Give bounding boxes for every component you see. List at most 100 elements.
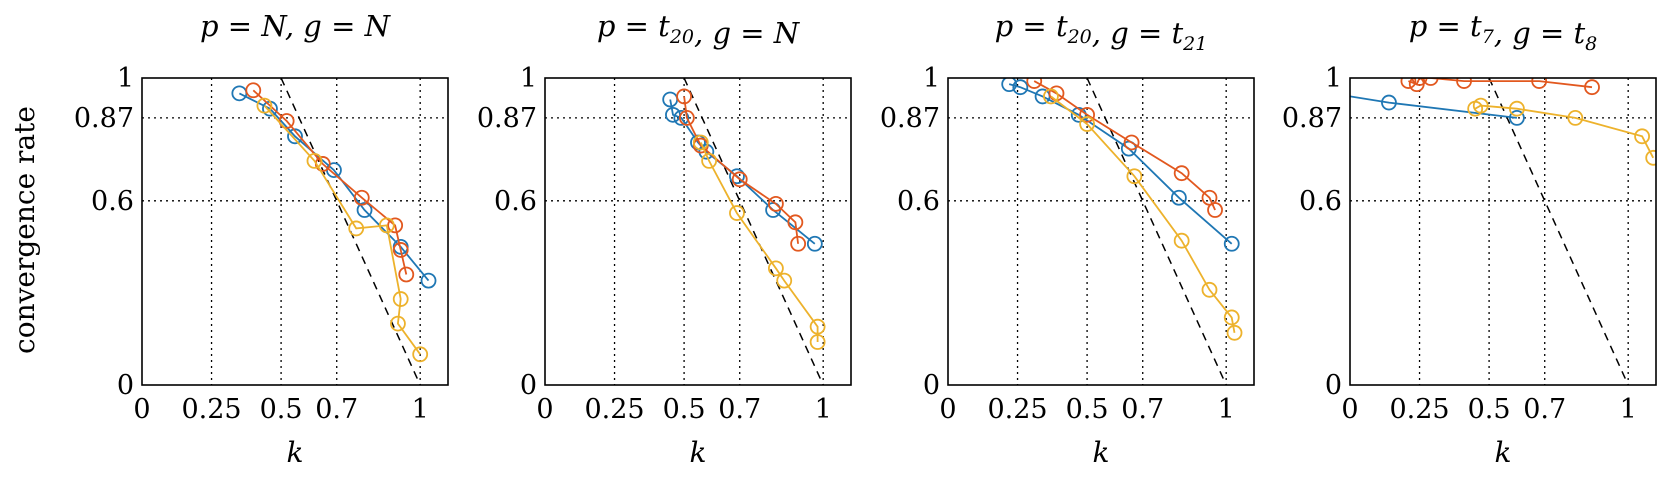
series-line-blue bbox=[1350, 95, 1518, 119]
series-red bbox=[1400, 78, 1600, 96]
data-point-yellow bbox=[1472, 97, 1489, 114]
x-tick-label: 0 bbox=[133, 394, 150, 425]
series-yellow bbox=[692, 134, 826, 350]
x-tick-label: 0.7 bbox=[315, 394, 358, 425]
data-point-blue bbox=[1012, 79, 1029, 96]
series-line-red bbox=[683, 96, 799, 244]
data-point-red bbox=[1400, 78, 1417, 89]
x-tick-label: 0.5 bbox=[663, 394, 706, 425]
data-point-blue bbox=[1509, 110, 1525, 126]
y-tick-label: 0.87 bbox=[880, 103, 940, 134]
data-point-yellow bbox=[1223, 309, 1240, 326]
y-tick-label: 0.6 bbox=[1299, 186, 1342, 217]
data-point-blue bbox=[1001, 78, 1018, 93]
x-tick-label: 1 bbox=[412, 394, 429, 425]
data-point-blue bbox=[1381, 94, 1397, 111]
series-blue bbox=[231, 85, 437, 289]
data-point-yellow bbox=[306, 152, 323, 169]
data-point-red bbox=[676, 88, 692, 105]
x-axis-label: k bbox=[690, 436, 707, 469]
y-tick-label: 1 bbox=[1325, 63, 1342, 94]
data-point-yellow bbox=[729, 205, 745, 221]
data-point-red bbox=[1123, 134, 1140, 151]
data-point-red bbox=[387, 217, 404, 234]
y-tick-label: 1 bbox=[117, 63, 134, 94]
data-point-red bbox=[731, 171, 748, 188]
data-point-red bbox=[1531, 78, 1548, 89]
data-point-red bbox=[353, 189, 370, 206]
data-point-yellow bbox=[701, 152, 718, 169]
data-point-blue bbox=[806, 235, 823, 252]
x-tick-label: 0.25 bbox=[584, 394, 644, 425]
data-point-yellow bbox=[1126, 168, 1143, 185]
chart-title: p = t20, g = t21 bbox=[995, 9, 1208, 55]
series-line-yellow bbox=[1050, 95, 1236, 333]
data-point-yellow bbox=[1173, 232, 1190, 249]
chart-panel-2: p = t20, g = N 0 0.25 0.5 0.7 1 0 0.6 0.87 1 k bbox=[477, 9, 852, 469]
series-line-blue bbox=[238, 92, 430, 282]
chart-panel-3: p = t20, g = t21 0 0.25 0.5 0.7 1 0 0.6 0.87 1 k bbox=[880, 9, 1255, 469]
data-point-yellow bbox=[1509, 100, 1525, 117]
data-point-red bbox=[392, 242, 409, 258]
x-tick-label: 0.7 bbox=[718, 394, 761, 425]
data-point-yellow bbox=[256, 97, 273, 114]
data-point-yellow bbox=[348, 220, 365, 237]
x-tick-label: 0 bbox=[1341, 394, 1358, 425]
y-tick-label: 0 bbox=[117, 370, 134, 401]
x-tick-label: 0.25 bbox=[987, 394, 1047, 425]
data-point-red bbox=[1411, 78, 1428, 86]
x-tick-label: 0.7 bbox=[1523, 394, 1566, 425]
series-red bbox=[245, 82, 415, 283]
series-red bbox=[676, 88, 807, 252]
data-point-blue bbox=[356, 202, 373, 218]
series-line-red bbox=[252, 89, 408, 275]
data-point-yellow bbox=[1079, 116, 1095, 132]
data-point-red bbox=[1422, 78, 1439, 86]
series-yellow bbox=[256, 97, 429, 363]
chart-panel-4: p = t7, g = t8 0 0.25 0.5 0.7 1 0 0.6 0.87 1 k bbox=[1282, 9, 1657, 469]
data-point-red bbox=[245, 82, 262, 99]
data-point-red bbox=[1584, 79, 1600, 96]
y-tick-label: 0.6 bbox=[897, 186, 940, 217]
data-point-red bbox=[1173, 165, 1190, 182]
x-tick-label: 1 bbox=[815, 394, 832, 425]
data-point-red bbox=[1207, 202, 1223, 218]
data-point-red bbox=[398, 266, 415, 283]
plot-frame bbox=[947, 77, 1255, 386]
chart-title: p = N, g = N bbox=[200, 9, 392, 43]
y-tick-label: 0.87 bbox=[1282, 103, 1342, 134]
x-tick-label: 0.25 bbox=[181, 394, 241, 425]
data-point-yellow bbox=[1567, 110, 1584, 126]
y-tick-label: 0.6 bbox=[91, 186, 134, 217]
data-point-blue bbox=[673, 110, 690, 126]
data-point-red bbox=[278, 113, 295, 129]
data-point-blue bbox=[231, 85, 248, 102]
y-tick-label: 0 bbox=[520, 370, 537, 401]
series-line-blue bbox=[1008, 83, 1233, 245]
data-point-yellow bbox=[776, 272, 793, 289]
x-tick-label: 1 bbox=[1218, 394, 1235, 425]
series-line-yellow bbox=[263, 104, 421, 355]
plot-frame bbox=[141, 77, 449, 386]
data-point-blue bbox=[1223, 235, 1240, 252]
series-line-yellow bbox=[699, 142, 819, 342]
chart-title: p = t7, g = t8 bbox=[1409, 9, 1598, 55]
data-point-yellow bbox=[1226, 324, 1243, 341]
data-point-blue bbox=[287, 128, 303, 145]
reference-line bbox=[683, 78, 824, 385]
x-tick-label: 0.5 bbox=[260, 394, 303, 425]
data-point-yellow bbox=[392, 291, 409, 307]
chart-title: p = t20, g = N bbox=[597, 9, 801, 50]
x-axis-label: k bbox=[1093, 436, 1110, 469]
data-point-red bbox=[787, 214, 804, 231]
series-blue bbox=[1001, 78, 1240, 252]
data-point-yellow bbox=[390, 315, 406, 332]
y-tick-label: 0 bbox=[1325, 370, 1342, 401]
data-point-yellow bbox=[1634, 128, 1650, 145]
y-tick-label: 0.6 bbox=[494, 186, 537, 217]
y-tick-label: 0 bbox=[923, 370, 940, 401]
data-point-yellow bbox=[809, 318, 826, 335]
y-tick-label: 1 bbox=[923, 63, 940, 94]
data-point-red bbox=[767, 195, 784, 212]
y-tick-label: 0.87 bbox=[74, 103, 134, 134]
